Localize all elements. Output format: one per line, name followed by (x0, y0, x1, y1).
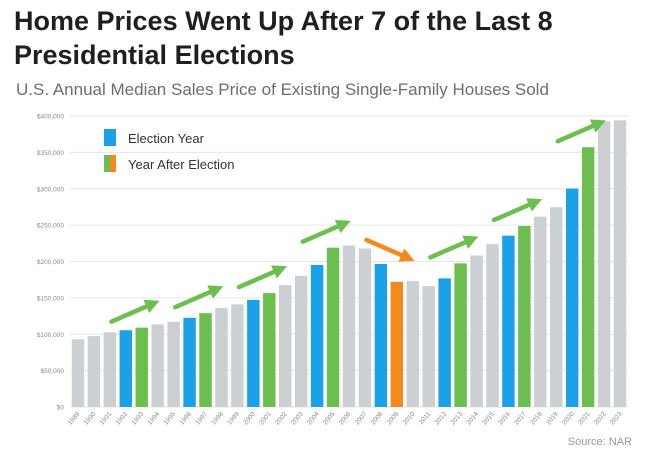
x-tick-label: 2019 (545, 410, 560, 426)
bar-1992 (119, 330, 133, 407)
x-tick-label: 1995 (162, 410, 177, 426)
bar-2020 (565, 188, 579, 407)
bar-2005 (326, 247, 340, 407)
x-tick-label: 2001 (258, 410, 273, 426)
y-tick-label: $0 (57, 405, 65, 412)
bar-2017 (518, 225, 531, 407)
bar-1996 (183, 317, 196, 407)
x-tick-label: 1994 (147, 410, 162, 426)
y-tick-label: $50,000 (41, 368, 65, 375)
x-tick-label: 1998 (210, 410, 225, 426)
y-tick-label: $300,000 (37, 186, 64, 193)
x-tick-label: 2005 (322, 410, 337, 426)
chart-title: Home Prices Went Up After 7 of the Last … (14, 6, 553, 70)
x-tick-label: 2017 (513, 410, 528, 426)
trend-arrow-2016-2017 (491, 198, 543, 223)
bar-2010 (406, 281, 419, 407)
bar-1993 (135, 327, 148, 407)
x-tick-label: 2022 (593, 410, 608, 426)
x-tick-label: 1999 (226, 410, 241, 426)
bar-2002 (279, 285, 292, 407)
trend-arrow-2020-2021 (555, 119, 606, 144)
bar-2012 (438, 278, 451, 407)
x-tick-label: 2009 (386, 410, 401, 426)
chart-source: Source: NAR (567, 436, 632, 448)
bar-1990 (87, 336, 101, 407)
bar-2022 (597, 121, 611, 407)
bar-1999 (231, 304, 244, 407)
x-tick-label: 2004 (306, 410, 321, 426)
bar-2008 (374, 263, 388, 407)
x-tick-label: 1993 (131, 410, 146, 426)
bar-1994 (151, 324, 164, 407)
bar-2016 (502, 235, 515, 407)
x-tick-label: 1991 (99, 410, 114, 426)
x-tick-label: 2023 (609, 410, 624, 426)
y-tick-label: $150,000 (37, 295, 64, 302)
trend-arrow-2008-2009 (364, 237, 415, 262)
x-tick-label: 2008 (370, 410, 385, 426)
x-tick-label: 2021 (577, 410, 592, 426)
bar-1991 (103, 332, 117, 407)
bar-2006 (342, 245, 356, 407)
x-tick-label: 2000 (242, 410, 257, 426)
trend-arrow-2012-2013 (428, 235, 479, 260)
y-tick-label: $400,000 (37, 114, 64, 121)
legend-label-election: Election Year (128, 131, 205, 146)
x-tick-label: 2016 (497, 410, 512, 426)
x-tick-label: 2010 (402, 410, 417, 426)
legend-swatch-after-up (104, 155, 110, 172)
x-tick-label: 1990 (83, 410, 98, 426)
y-tick-label: $200,000 (37, 259, 64, 266)
bar-2007 (358, 248, 372, 407)
bar-2019 (550, 207, 563, 407)
x-tick-label: 1997 (194, 410, 209, 426)
bar-2000 (247, 299, 260, 407)
bar-1997 (199, 313, 212, 407)
trend-arrow-1996-1997 (172, 285, 224, 310)
legend-swatch-after-down (110, 155, 116, 172)
bar-2001 (263, 293, 276, 407)
trend-arrow-2004-2005 (300, 219, 351, 244)
x-tick-label: 2012 (434, 410, 449, 426)
bar-2009 (390, 281, 404, 407)
x-tick-label: 2006 (338, 410, 353, 426)
bar-1989 (71, 339, 85, 407)
legend-label-after: Year After Election (128, 157, 234, 172)
y-tick-label: $350,000 (37, 150, 64, 157)
trend-arrow-2000-2001 (236, 265, 288, 290)
bar-1998 (215, 308, 228, 407)
bar-2003 (294, 275, 308, 407)
trend-arrow-1992-1993 (109, 299, 160, 324)
bar-2014 (470, 255, 483, 407)
x-tick-label: 1989 (67, 410, 82, 426)
bar-2023 (613, 120, 627, 408)
x-tick-label: 1992 (115, 410, 130, 426)
x-tick-label: 2015 (481, 410, 496, 426)
bar-2004 (310, 264, 324, 407)
bar-1995 (167, 321, 180, 407)
x-tick-label: 2002 (274, 410, 289, 426)
x-tick-label: 2003 (290, 410, 305, 426)
chart-subtitle: U.S. Annual Median Sales Price of Existi… (16, 80, 549, 99)
bar-2013 (454, 263, 467, 407)
x-tick-label: 2007 (354, 410, 369, 426)
x-tick-label: 2014 (465, 410, 480, 426)
bar-2015 (486, 244, 499, 407)
legend-swatch-election (104, 129, 116, 146)
x-tick-label: 2020 (561, 410, 576, 426)
x-tick-label: 2018 (529, 410, 544, 426)
y-tick-label: $100,000 (37, 332, 64, 339)
bar-2011 (422, 286, 435, 407)
x-tick-label: 1996 (178, 410, 193, 426)
bar-2018 (534, 216, 547, 407)
bar-2021 (581, 147, 595, 407)
x-tick-label: 2011 (418, 410, 433, 426)
x-tick-label: 2013 (449, 410, 464, 426)
y-tick-label: $250,000 (37, 223, 64, 230)
